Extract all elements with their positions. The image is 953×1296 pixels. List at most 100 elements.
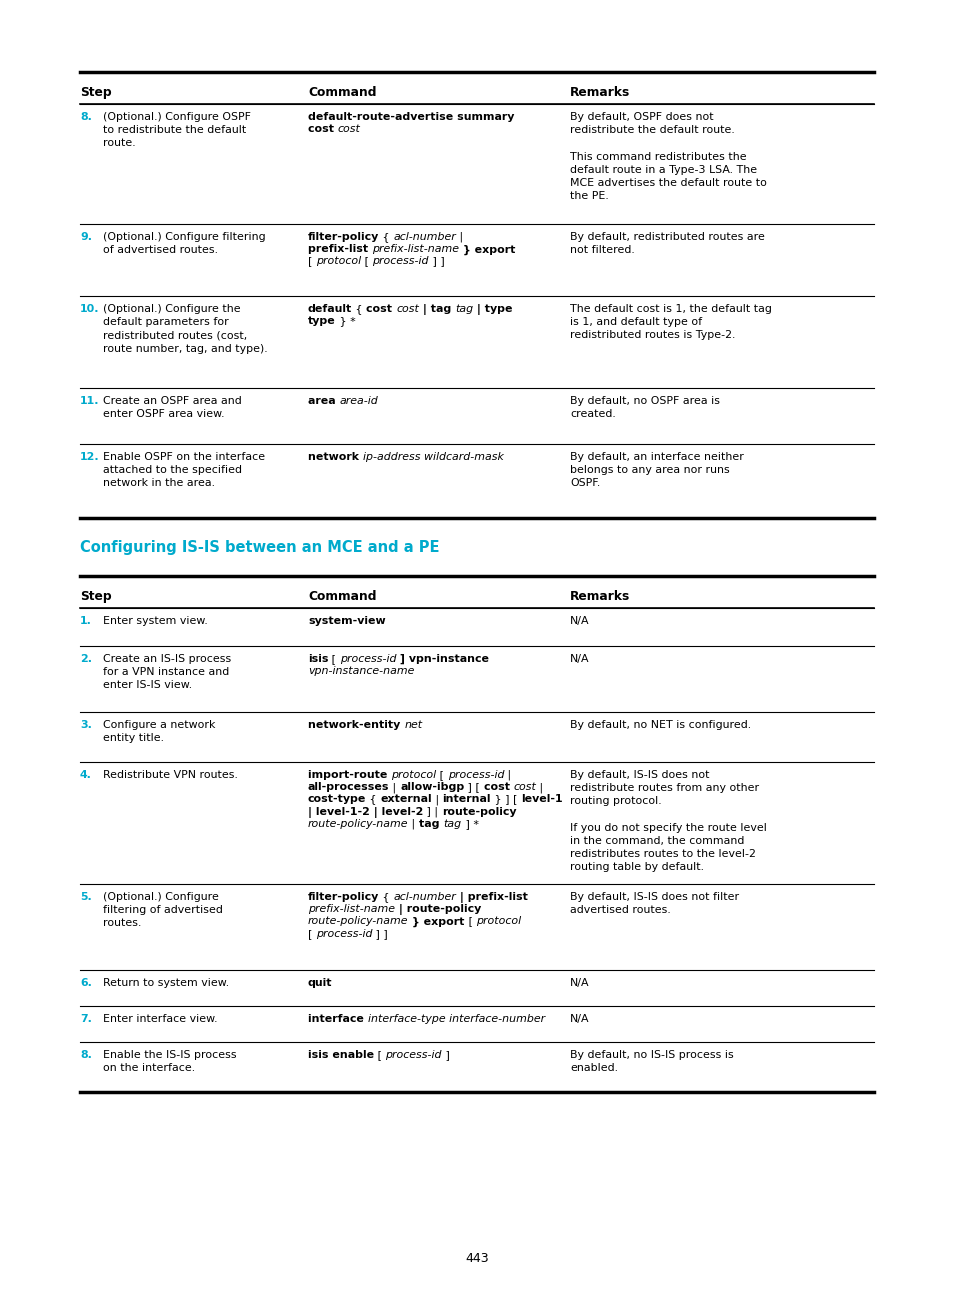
Text: tag: tag xyxy=(443,819,461,829)
Text: (Optional.) Configure
filtering of advertised
routes.: (Optional.) Configure filtering of adver… xyxy=(103,892,223,928)
Text: default-route-advertise summary: default-route-advertise summary xyxy=(308,111,514,122)
Text: route-policy-name: route-policy-name xyxy=(308,819,408,829)
Text: | route-policy: | route-policy xyxy=(395,905,480,915)
Text: 6.: 6. xyxy=(80,978,91,988)
Text: interface: interface xyxy=(308,1013,367,1024)
Text: Step: Step xyxy=(80,590,112,603)
Text: (Optional.) Configure filtering
of advertised routes.: (Optional.) Configure filtering of adver… xyxy=(103,232,265,255)
Text: (Optional.) Configure the
default parameters for
redistributed routes (cost,
rou: (Optional.) Configure the default parame… xyxy=(103,305,268,354)
Text: prefix-list-name: prefix-list-name xyxy=(308,905,395,914)
Text: network: network xyxy=(308,452,362,461)
Text: cost: cost xyxy=(308,124,337,135)
Text: [: [ xyxy=(464,916,476,927)
Text: route-policy: route-policy xyxy=(441,806,516,816)
Text: Remarks: Remarks xyxy=(569,86,630,98)
Text: process-id: process-id xyxy=(447,770,504,780)
Text: type: type xyxy=(308,316,335,327)
Text: {: { xyxy=(352,305,366,314)
Text: interface-type interface-number: interface-type interface-number xyxy=(367,1013,544,1024)
Text: ] vpn-instance: ] vpn-instance xyxy=(395,654,489,665)
Text: isis: isis xyxy=(308,654,328,664)
Text: route-policy-name: route-policy-name xyxy=(308,916,408,927)
Text: ip-address wildcard-mask: ip-address wildcard-mask xyxy=(362,452,503,461)
Text: isis enable: isis enable xyxy=(308,1050,374,1060)
Text: By default, no IS-IS process is
enabled.: By default, no IS-IS process is enabled. xyxy=(569,1050,733,1073)
Text: ] |: ] | xyxy=(423,806,441,818)
Text: import-route: import-route xyxy=(308,770,391,780)
Text: 5.: 5. xyxy=(80,892,91,902)
Text: By default, redistributed routes are
not filtered.: By default, redistributed routes are not… xyxy=(569,232,764,255)
Text: protocol: protocol xyxy=(391,770,436,780)
Text: tag: tag xyxy=(455,305,473,314)
Text: |: | xyxy=(432,794,442,805)
Text: cost: cost xyxy=(366,305,395,314)
Text: protocol: protocol xyxy=(476,916,521,927)
Text: ] ]: ] ] xyxy=(372,929,388,938)
Text: Enter system view.: Enter system view. xyxy=(103,616,208,626)
Text: |: | xyxy=(504,770,511,780)
Text: internal: internal xyxy=(442,794,491,805)
Text: Command: Command xyxy=(308,590,376,603)
Text: | level-1-2 | level-2: | level-1-2 | level-2 xyxy=(308,806,423,818)
Text: network-entity: network-entity xyxy=(308,721,404,730)
Text: 9.: 9. xyxy=(80,232,91,242)
Text: The default cost is 1, the default tag
is 1, and default type of
redistributed r: The default cost is 1, the default tag i… xyxy=(569,305,771,341)
Text: Create an OSPF area and
enter OSPF area view.: Create an OSPF area and enter OSPF area … xyxy=(103,397,241,419)
Text: [: [ xyxy=(308,929,315,938)
Text: Command: Command xyxy=(308,86,376,98)
Text: Configuring IS-IS between an MCE and a PE: Configuring IS-IS between an MCE and a P… xyxy=(80,540,439,555)
Text: [: [ xyxy=(328,654,339,664)
Text: [: [ xyxy=(308,257,315,267)
Text: process-id: process-id xyxy=(372,257,429,267)
Text: By default, IS-IS does not
redistribute routes from any other
routing protocol.
: By default, IS-IS does not redistribute … xyxy=(569,770,766,872)
Text: area-id: area-id xyxy=(339,397,377,406)
Text: } export: } export xyxy=(458,244,515,254)
Text: |: | xyxy=(389,783,399,793)
Text: ] *: ] * xyxy=(461,819,478,829)
Text: 8.: 8. xyxy=(80,111,91,122)
Text: 1.: 1. xyxy=(80,616,91,626)
Text: [: [ xyxy=(374,1050,385,1060)
Text: cost: cost xyxy=(395,305,418,314)
Text: By default, IS-IS does not filter
advertised routes.: By default, IS-IS does not filter advert… xyxy=(569,892,739,915)
Text: By default, OSPF does not
redistribute the default route.

This command redistri: By default, OSPF does not redistribute t… xyxy=(569,111,766,201)
Text: ]: ] xyxy=(441,1050,450,1060)
Text: 11.: 11. xyxy=(80,397,99,406)
Text: default: default xyxy=(308,305,352,314)
Text: By default, no NET is configured.: By default, no NET is configured. xyxy=(569,721,750,730)
Text: Redistribute VPN routes.: Redistribute VPN routes. xyxy=(103,770,237,780)
Text: } *: } * xyxy=(335,316,355,327)
Text: N/A: N/A xyxy=(569,978,589,988)
Text: process-id: process-id xyxy=(315,929,372,938)
Text: 4.: 4. xyxy=(80,770,91,780)
Text: process-id: process-id xyxy=(339,654,395,664)
Text: Enable OSPF on the interface
attached to the specified
network in the area.: Enable OSPF on the interface attached to… xyxy=(103,452,265,489)
Text: Remarks: Remarks xyxy=(569,590,630,603)
Text: acl-number: acl-number xyxy=(393,892,456,902)
Text: Create an IS-IS process
for a VPN instance and
enter IS-IS view.: Create an IS-IS process for a VPN instan… xyxy=(103,654,231,691)
Text: {: { xyxy=(379,232,393,242)
Text: cost-type: cost-type xyxy=(308,794,366,805)
Text: area: area xyxy=(308,397,339,406)
Text: tag: tag xyxy=(418,819,443,829)
Text: {: { xyxy=(366,794,380,805)
Text: 443: 443 xyxy=(465,1252,488,1265)
Text: filter-policy: filter-policy xyxy=(308,892,379,902)
Text: N/A: N/A xyxy=(569,616,589,626)
Text: ] [: ] [ xyxy=(464,783,483,792)
Text: N/A: N/A xyxy=(569,1013,589,1024)
Text: [: [ xyxy=(436,770,447,780)
Text: 10.: 10. xyxy=(80,305,99,314)
Text: allow-ibgp: allow-ibgp xyxy=(399,783,464,792)
Text: net: net xyxy=(404,721,422,730)
Text: |: | xyxy=(536,783,543,793)
Text: } export: } export xyxy=(408,916,464,927)
Text: {: { xyxy=(379,892,393,902)
Text: vpn-instance-name: vpn-instance-name xyxy=(308,666,414,677)
Text: By default, no OSPF area is
created.: By default, no OSPF area is created. xyxy=(569,397,720,419)
Text: | prefix-list: | prefix-list xyxy=(456,892,527,903)
Text: Enable the IS-IS process
on the interface.: Enable the IS-IS process on the interfac… xyxy=(103,1050,236,1073)
Text: |: | xyxy=(408,819,418,829)
Text: N/A: N/A xyxy=(569,654,589,664)
Text: | tag: | tag xyxy=(418,305,455,315)
